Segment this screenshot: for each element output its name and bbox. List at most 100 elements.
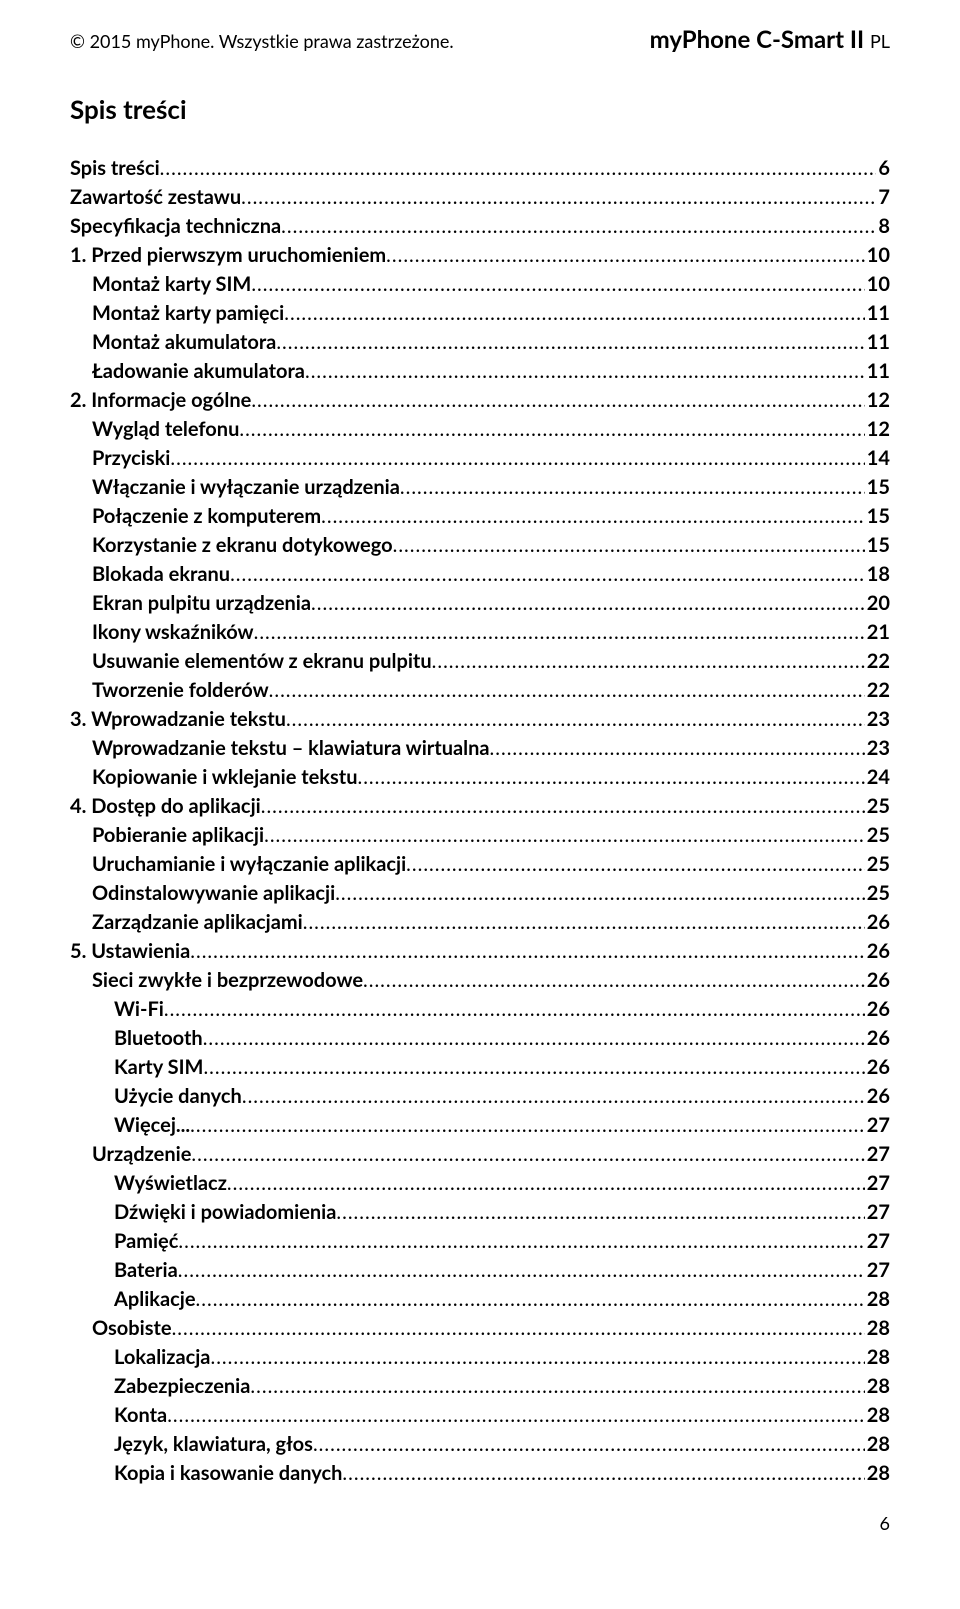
toc-entry[interactable]: Karty SIM26 [70, 1054, 890, 1081]
toc-entry[interactable]: 2. Informacje ogólne12 [70, 387, 890, 414]
toc-entry[interactable]: Zawartość zestawu7 [70, 184, 890, 211]
toc-entry-page: 12 [865, 416, 890, 443]
toc-entry[interactable]: Ikony wskaźników21 [70, 619, 890, 646]
toc-entry-page: 23 [865, 706, 890, 733]
toc-entry[interactable]: Urządzenie27 [70, 1141, 890, 1168]
toc-entry[interactable]: 5. Ustawienia26 [70, 938, 890, 965]
toc-entry[interactable]: Więcej...27 [70, 1112, 890, 1139]
toc-entry-label: Zawartość zestawu [70, 184, 241, 211]
toc-leader-dots [160, 155, 877, 182]
toc-leader-dots [164, 996, 865, 1023]
toc-entry[interactable]: Montaż akumulatora11 [70, 329, 890, 356]
toc-entry[interactable]: Język, klawiatura, głos28 [70, 1431, 890, 1458]
toc-leader-dots [210, 1344, 864, 1371]
toc-leader-dots [242, 1083, 865, 1110]
toc-entry[interactable]: 4. Dostęp do aplikacji25 [70, 793, 890, 820]
toc-entry[interactable]: Pobieranie aplikacji25 [70, 822, 890, 849]
toc-entry[interactable]: Konta28 [70, 1402, 890, 1429]
toc-entry[interactable]: Osobiste28 [70, 1315, 890, 1342]
toc-entry-page: 25 [865, 851, 890, 878]
toc-leader-dots [261, 793, 865, 820]
toc-entry[interactable]: Lokalizacja28 [70, 1344, 890, 1371]
toc-entry-label: Aplikacje [70, 1286, 196, 1313]
toc-entry-label: Połączenie z komputerem [70, 503, 321, 530]
page-number: 6 [70, 1511, 890, 1535]
toc-entry-page: 27 [865, 1257, 890, 1284]
toc-entry-label: Wprowadzanie tekstu – klawiatura wirtual… [70, 735, 490, 762]
toc-entry-page: 15 [865, 503, 890, 530]
toc-leader-dots [178, 1257, 865, 1284]
toc-entry[interactable]: Bateria27 [70, 1257, 890, 1284]
toc-entry[interactable]: Korzystanie z ekranu dotykowego15 [70, 532, 890, 559]
toc-entry[interactable]: Ładowanie akumulatora 11 [70, 358, 890, 385]
toc-entry-label: Ładowanie akumulatora [70, 358, 305, 385]
product-suffix: PL [870, 30, 890, 52]
toc-entry[interactable]: Ekran pulpitu urządzenia20 [70, 590, 890, 617]
toc-entry-label: Włączanie i wyłączanie urządzenia [70, 474, 400, 501]
toc-entry-page: 28 [865, 1460, 890, 1487]
toc-entry[interactable]: Przyciski14 [70, 445, 890, 472]
toc-entry-page: 26 [865, 938, 890, 965]
toc-entry[interactable]: Montaż karty SIM10 [70, 271, 890, 298]
toc-entry[interactable]: Wi-Fi26 [70, 996, 890, 1023]
toc-leader-dots [357, 764, 864, 791]
toc-leader-dots [305, 358, 865, 385]
toc-entry[interactable]: Blokada ekranu18 [70, 561, 890, 588]
toc-entry[interactable]: Uruchamianie i wyłączanie aplikacji25 [70, 851, 890, 878]
toc-entry-page: 25 [865, 880, 890, 907]
toc-entry-label: Montaż karty SIM [70, 271, 251, 298]
toc-entry-page: 21 [865, 619, 890, 646]
toc-entry[interactable]: Pamięć 27 [70, 1228, 890, 1255]
toc-leader-dots [254, 619, 865, 646]
toc-entry[interactable]: Tworzenie folderów22 [70, 677, 890, 704]
toc-entry[interactable]: Aplikacje28 [70, 1286, 890, 1313]
toc-entry-page: 24 [865, 764, 890, 791]
toc-entry-page: 10 [865, 242, 890, 269]
toc-leader-dots [264, 822, 865, 849]
toc-entry[interactable]: Zarządzanie aplikacjami26 [70, 909, 890, 936]
toc-leader-dots [281, 213, 876, 240]
toc-entry-label: Blokada ekranu [70, 561, 230, 588]
toc-leader-dots [335, 880, 865, 907]
toc-entry-page: 20 [865, 590, 890, 617]
toc-entry[interactable]: Dźwięki i powiadomienia27 [70, 1199, 890, 1226]
toc-leader-dots [311, 590, 865, 617]
toc-entry[interactable]: Montaż karty pamięci11 [70, 300, 890, 327]
toc-leader-dots [336, 1199, 864, 1226]
toc-entry[interactable]: Zabezpieczenia28 [70, 1373, 890, 1400]
toc-entry[interactable]: Wprowadzanie tekstu – klawiatura wirtual… [70, 735, 890, 762]
toc-entry[interactable]: Spis treści6 [70, 155, 890, 182]
toc-entry-label: Pobieranie aplikacji [70, 822, 264, 849]
toc-entry[interactable]: Bluetooth26 [70, 1025, 890, 1052]
toc-entry[interactable]: Wyświetlacz27 [70, 1170, 890, 1197]
toc-entry[interactable]: Kopia i kasowanie danych28 [70, 1460, 890, 1487]
toc-entry-page: 27 [865, 1199, 890, 1226]
toc-entry-label: Sieci zwykłe i bezprzewodowe [70, 967, 363, 994]
toc-entry[interactable]: Kopiowanie i wklejanie tekstu24 [70, 764, 890, 791]
toc-leader-dots [172, 1315, 865, 1342]
toc-entry-page: 11 [865, 358, 890, 385]
toc-entry[interactable]: Wygląd telefonu12 [70, 416, 890, 443]
toc-entry-page: 27 [865, 1228, 890, 1255]
toc-entry-page: 28 [865, 1402, 890, 1429]
toc-entry[interactable]: Połączenie z komputerem 15 [70, 503, 890, 530]
toc-entry[interactable]: Włączanie i wyłączanie urządzenia15 [70, 474, 890, 501]
toc-leader-dots [406, 851, 865, 878]
toc-entry-label: Pamięć [70, 1228, 178, 1255]
toc-entry[interactable]: 1. Przed pierwszym uruchomieniem10 [70, 242, 890, 269]
toc-entry-page: 28 [865, 1431, 890, 1458]
toc-leader-dots [250, 1373, 864, 1400]
toc-entry[interactable]: Użycie danych26 [70, 1083, 890, 1110]
toc-entry[interactable]: Sieci zwykłe i bezprzewodowe 26 [70, 967, 890, 994]
toc-entry[interactable]: Odinstalowywanie aplikacji25 [70, 880, 890, 907]
toc-entry-label: 3. Wprowadzanie tekstu [70, 706, 286, 733]
toc-leader-dots [432, 648, 865, 675]
toc-entry-page: 8 [876, 213, 890, 240]
toc-leader-dots [251, 271, 864, 298]
toc-entry-page: 26 [865, 996, 890, 1023]
toc-entry[interactable]: 3. Wprowadzanie tekstu 23 [70, 706, 890, 733]
toc-entry-page: 6 [876, 155, 890, 182]
toc-entry[interactable]: Usuwanie elementów z ekranu pulpitu22 [70, 648, 890, 675]
toc-entry[interactable]: Specyfikacja techniczna8 [70, 213, 890, 240]
toc-entry-page: 26 [865, 967, 890, 994]
